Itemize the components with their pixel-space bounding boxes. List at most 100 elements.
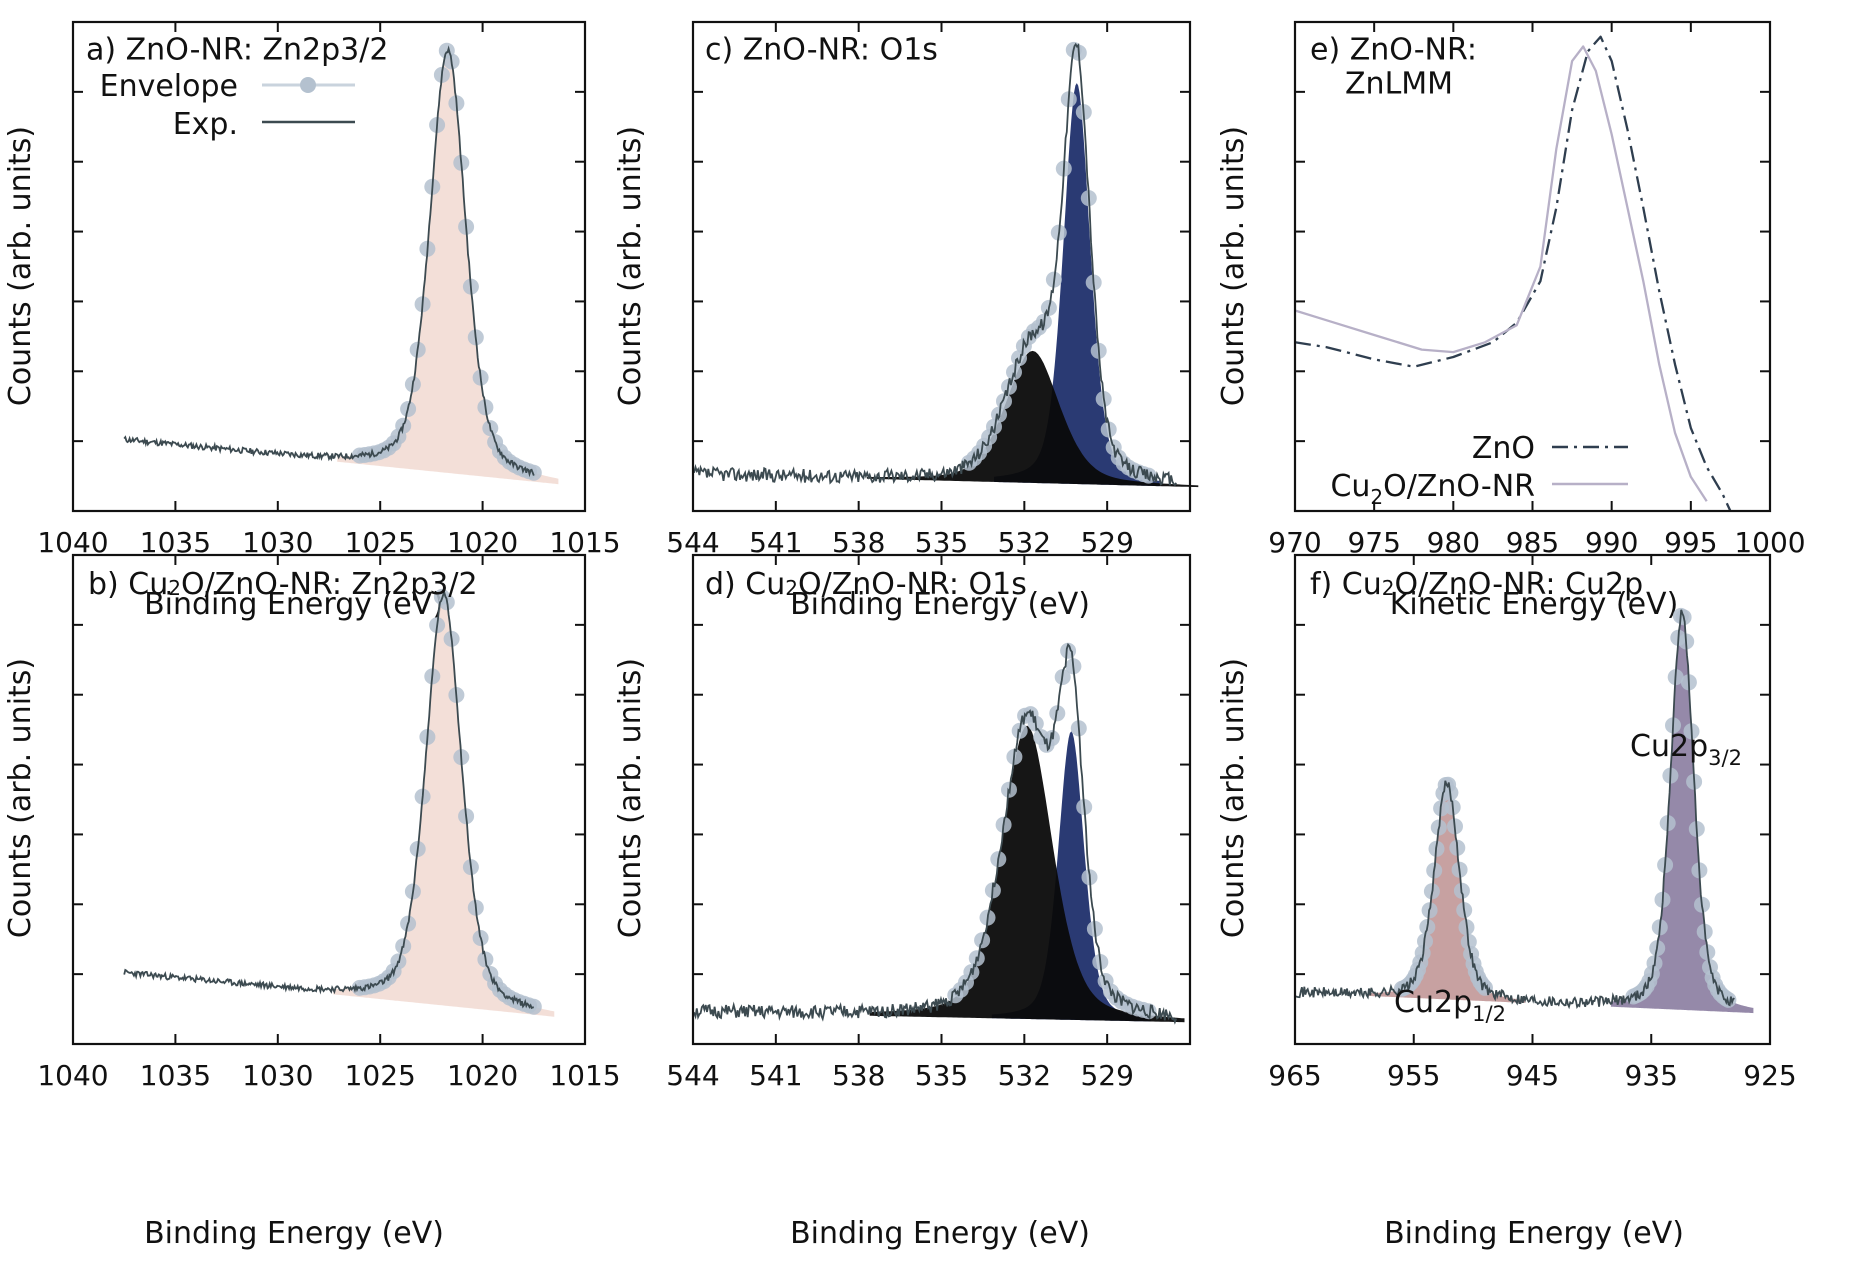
legend-envelope-label: Envelope (100, 69, 238, 104)
x-tick-label: 980 (1427, 526, 1480, 559)
peak-component-o-lattice (991, 731, 1151, 1022)
peak-component-cu2p3-2 (1610, 613, 1754, 1014)
x-tick-label: 1025 (345, 526, 416, 559)
x-tick-label: 1040 (37, 1059, 108, 1092)
x-tick-label: 1015 (549, 526, 620, 559)
panel-title-b: b) Cu2O/ZnO-NR: Zn2p3/2 (88, 567, 478, 602)
title-b-subscript: 2 (168, 576, 181, 600)
annotation-cu2p12-base: Cu2p (1394, 985, 1472, 1020)
plot-frame-b (71, 553, 587, 1046)
x-tick-label: 1030 (242, 1059, 313, 1092)
plot-frame-a (71, 20, 587, 513)
x-tick-label: 955 (1387, 1059, 1440, 1092)
peak-component-cu2p1-2 (1368, 784, 1526, 1003)
ticks-d: 544 541 538 535 532 529 (666, 555, 1190, 1092)
panel-b: 1040 1035 1030 1025 1020 1015 b) Cu2O/ZnO-NR:… (3, 553, 621, 1251)
ticks-b: 1040 1035 1030 1025 1020 1015 (37, 555, 621, 1092)
panel-f: 965 955 945 935 925 f) Cu2O/ZnO-NR: Cu2p Bin… (1216, 553, 1797, 1251)
annotation-cu2p32: Cu2p3/2 (1630, 729, 1742, 770)
x-axis-label-f: Binding Energy (eV) (1384, 1216, 1684, 1251)
envelope-marker (525, 464, 542, 481)
panel-d: 544 541 538 535 532 529 d) Cu2O/ZnO-NR: O1s B… (613, 553, 1192, 1251)
envelope-marker (1049, 705, 1066, 722)
y-axis-label-f: Counts (arb. units) (1216, 658, 1251, 938)
x-tick-label: 1030 (242, 526, 313, 559)
experimental-line (692, 642, 1178, 1025)
plot-area-d (692, 642, 1185, 1025)
x-tick-label: 544 (666, 526, 719, 559)
legend-envelope-marker (300, 77, 316, 93)
annotation-cu2p12: Cu2p1/2 (1394, 985, 1506, 1026)
peak-component-o-defect (866, 350, 1199, 488)
x-tick-label: 935 (1625, 1059, 1678, 1092)
title-b-part2: O/ZnO-NR: Zn2p3/2 (181, 567, 478, 602)
x-tick-label: 1025 (345, 1059, 416, 1092)
y-axis-label-d: Counts (arb. units) (613, 658, 648, 938)
x-tick-label: 538 (832, 1059, 885, 1092)
panel-c: 544 541 538 535 532 529 c) ZnO-NR: O1s Bindin… (613, 20, 1199, 622)
x-axis-label-a: Binding Energy (eV) (144, 587, 444, 622)
x-tick-label: 1000 (1734, 526, 1805, 559)
experimental-line (692, 42, 1177, 487)
x-tick-label: 1020 (447, 526, 518, 559)
panel-e: 970 975 980 985 990 995 1000 e) ZnO-NR: ZnLMM … (1216, 20, 1806, 622)
x-tick-label: 1035 (140, 1059, 211, 1092)
x-tick-label: 1020 (447, 1059, 518, 1092)
peak-component-o-other (869, 725, 1185, 1023)
legend-cu2o-subscript: 2 (1370, 485, 1383, 509)
annotation-cu2p32-base: Cu2p (1630, 729, 1708, 764)
legend-cu2o-part1: Cu (1330, 469, 1370, 504)
plot-area-e (1294, 35, 1732, 512)
y-axis-label-c: Counts (arb. units) (613, 126, 648, 406)
ticks-e: 970 975 980 985 990 995 1000 (1268, 22, 1806, 559)
envelope-marker (525, 998, 542, 1015)
panel-title-e-line1: e) ZnO-NR: (1310, 33, 1477, 68)
title-f-part1: f) Cu (1310, 567, 1382, 602)
y-axis-label-a: Counts (arb. units) (3, 126, 38, 406)
x-tick-label: 1035 (140, 526, 211, 559)
experimental-line (1294, 609, 1735, 1010)
envelope-marker (1006, 364, 1022, 381)
legend-e: ZnO Cu2O/ZnO-NR (1330, 431, 1628, 509)
plot-frame-d (691, 553, 1192, 1046)
x-tick-label: 544 (666, 1059, 719, 1092)
experimental-line (123, 589, 534, 1010)
x-tick-label: 945 (1506, 1059, 1559, 1092)
envelope-marker (986, 418, 1002, 435)
panel-title-c: c) ZnO-NR: O1s (705, 33, 938, 68)
series-line-cu2o-zno-nr (1294, 45, 1708, 502)
legend-experiment-label: Exp. (173, 107, 238, 142)
legend-zno-label: ZnO (1472, 431, 1535, 466)
plot-area-f (1294, 607, 1754, 1014)
panel-title-d: d) Cu2O/ZnO-NR: O1s (705, 567, 1027, 602)
ticks-a: 1040 1035 1030 1025 1020 1015 (37, 22, 621, 559)
x-tick-label: 925 (1743, 1059, 1796, 1092)
plot-area-c (692, 41, 1199, 488)
title-f-subscript: 2 (1382, 576, 1395, 600)
annotation-cu2p12-sub: 1/2 (1472, 1002, 1506, 1026)
y-axis-label-b: Counts (arb. units) (3, 658, 38, 938)
peak-component-o-lattice (994, 83, 1160, 487)
x-tick-label: 541 (749, 1059, 802, 1092)
x-tick-label: 535 (915, 526, 968, 559)
legend-a: Envelope Exp. (100, 69, 355, 142)
x-tick-label: 532 (998, 526, 1051, 559)
x-tick-label: 1015 (549, 1059, 620, 1092)
plot-area-b (123, 588, 555, 1017)
x-tick-label: 975 (1347, 526, 1400, 559)
x-tick-label: 970 (1268, 526, 1321, 559)
legend-cu2o-part2: O/ZnO-NR (1383, 469, 1535, 504)
peak-component-zn2p3-2 (337, 49, 559, 485)
x-tick-label: 541 (749, 526, 802, 559)
title-d-part2: O/ZnO-NR: O1s (798, 567, 1027, 602)
panel-title-f: f) Cu2O/ZnO-NR: Cu2p (1310, 567, 1643, 602)
x-tick-label: 995 (1664, 526, 1717, 559)
panel-title-a: a) ZnO-NR: Zn2p3/2 (86, 33, 388, 68)
annotation-cu2p32-sub: 3/2 (1708, 746, 1742, 770)
x-tick-label: 965 (1268, 1059, 1321, 1092)
title-f-part2: O/ZnO-NR: Cu2p (1395, 567, 1644, 602)
ticks-f: 965 955 945 935 925 (1268, 555, 1797, 1092)
title-d-subscript: 2 (785, 576, 798, 600)
x-tick-label: 529 (1080, 526, 1133, 559)
